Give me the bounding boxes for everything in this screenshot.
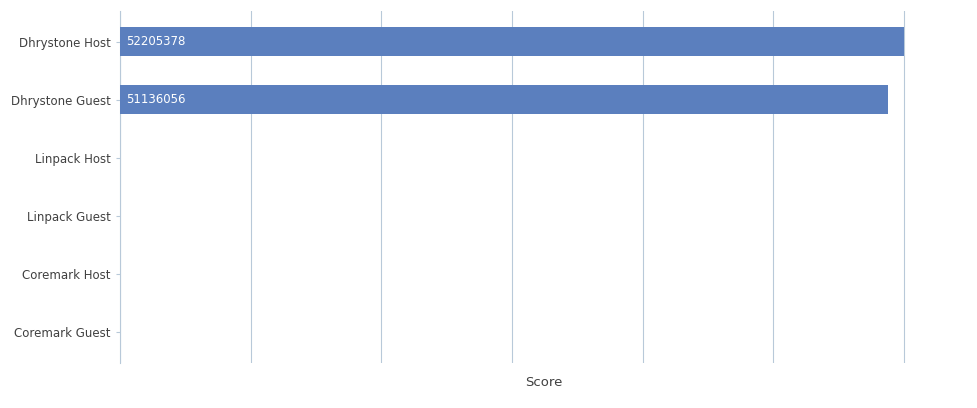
Bar — [120, 27, 903, 56]
Text: 2759: 2759 — [126, 268, 156, 280]
Text: 87,61: 87,61 — [126, 151, 160, 164]
Bar — [120, 85, 887, 114]
Text: 82,04: 82,04 — [126, 209, 159, 222]
Text: 51136056: 51136056 — [126, 93, 186, 106]
X-axis label: Score: Score — [525, 376, 562, 389]
Text: 2754: 2754 — [126, 326, 156, 339]
Text: 52205378: 52205378 — [126, 35, 186, 48]
